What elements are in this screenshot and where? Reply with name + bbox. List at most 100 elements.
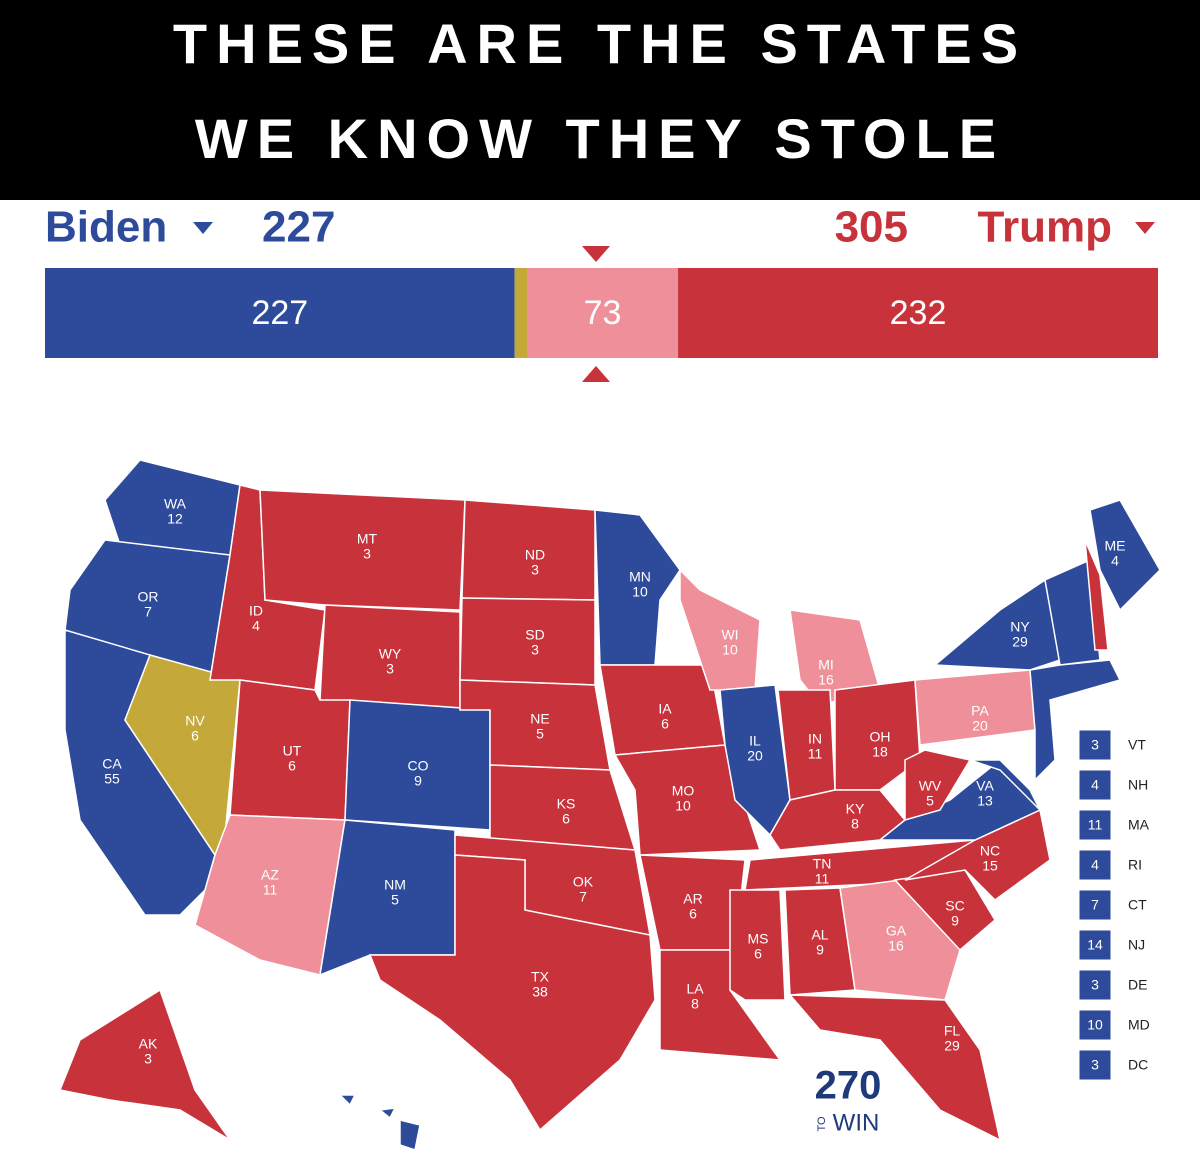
state-abbr: IN [808,731,822,747]
state-abbr: VT [1128,737,1146,753]
state-abbr: DC [1128,1057,1148,1073]
state-abbr: FL [944,1023,961,1039]
state-votes: 14 [1087,937,1103,953]
candidate-right[interactable]: Trump [978,203,1112,252]
state-abbr: NJ [1128,937,1145,953]
state-votes: 3 [531,562,539,578]
state-shape [904,749,972,821]
state-votes: 9 [414,773,422,789]
state-shape [769,789,907,851]
vote-box [1078,889,1112,921]
state-abbr: MD [1128,1017,1150,1033]
state-votes: 7 [144,604,152,620]
state-votes: 29 [1012,634,1028,650]
vote-box [1078,809,1112,841]
logo-to: TO [816,1116,828,1132]
state-abbr: MA [1128,817,1150,833]
state-votes: 5 [391,892,399,908]
state-votes: 6 [562,811,570,827]
bar-segment [527,268,679,358]
state-abbr: GA [886,923,907,939]
state-votes: 38 [532,984,548,1000]
state-shape [788,994,1002,1142]
state-votes: 9 [951,913,959,929]
state-abbr: NM [384,877,406,893]
state-abbr: NC [980,843,1000,859]
state-abbr: RI [1128,857,1142,873]
state-votes: 10 [722,642,738,658]
state-votes: 10 [1087,1017,1103,1033]
bar-segment [45,268,515,358]
state-votes: 7 [1091,897,1099,913]
state-votes: 4 [1091,777,1099,793]
logo-number: 270 [815,1064,882,1108]
header-band [0,0,1200,200]
state-shape [338,1094,357,1107]
bar-label: 227 [251,294,308,332]
state-votes: 5 [926,793,934,809]
state-votes: 7 [579,889,587,905]
state-shape [834,679,921,791]
state-abbr: MO [672,783,695,799]
state-abbr: HI [368,1131,382,1147]
state-votes: 20 [747,748,763,764]
state-votes: 11 [808,746,823,762]
state-votes: 10 [632,584,648,600]
dropdown-icon[interactable] [193,222,213,234]
state-shape [58,988,231,1141]
state-votes: 13 [977,793,993,809]
state-abbr: VA [976,778,994,794]
state-shape [613,744,762,856]
state-shape [839,879,961,1001]
state-votes: 11 [1088,817,1103,833]
bar-segment [514,268,528,358]
state-abbr: NH [1128,777,1148,793]
state-votes: 4 [1111,553,1119,569]
state-abbr: AK [139,1036,158,1052]
vote-box [1078,849,1112,881]
state-votes: 11 [815,871,830,887]
total-left: 227 [262,203,335,252]
state-abbr: UT [283,743,302,759]
state-votes: 3 [363,546,371,562]
state-abbr: CO [408,758,429,774]
state-votes: 3 [531,642,539,658]
state-votes: 18 [872,744,888,760]
state-abbr: PA [971,703,989,719]
state-shape [378,1107,397,1120]
total-right: 305 [835,203,908,252]
candidate-left[interactable]: Biden [45,203,167,252]
state-votes: 20 [972,718,988,734]
state-votes: 6 [689,906,697,922]
state-abbr: CT [1128,897,1147,913]
state-shape [1029,659,1122,782]
state-abbr: CA [102,756,122,772]
state-votes: 10 [675,798,691,814]
state-shape [368,854,656,1132]
state-votes: 5 [536,726,544,742]
state-votes: 3 [1091,977,1099,993]
state-abbr: OH [870,729,891,745]
state-abbr: DE [1128,977,1147,993]
state-abbr: MT [357,531,378,547]
bar-segment [678,268,1158,358]
state-votes: 29 [944,1038,960,1054]
state-shape [659,949,782,1061]
logo-win: WIN [833,1109,880,1136]
small-states: 3 VT 4 NH 11 MA 4 RI 7 CT 14 NJ 3 DE 10 MD 3 DC [1078,729,1150,1081]
state-abbr: WA [164,496,187,512]
state-abbr: WY [379,646,402,662]
dropdown-icon[interactable] [1135,222,1155,234]
state-votes: 4 [371,1146,379,1155]
state-abbr: AR [683,891,702,907]
state-votes: 4 [252,618,260,634]
state-shape [399,1119,421,1151]
state-votes: 16 [888,938,904,954]
state-abbr: KY [846,801,865,817]
state-abbr: WI [721,627,738,643]
state-abbr: SC [945,898,964,914]
state-votes: 15 [982,858,998,874]
state-abbr: AL [811,927,828,943]
state-votes: 6 [191,728,199,744]
